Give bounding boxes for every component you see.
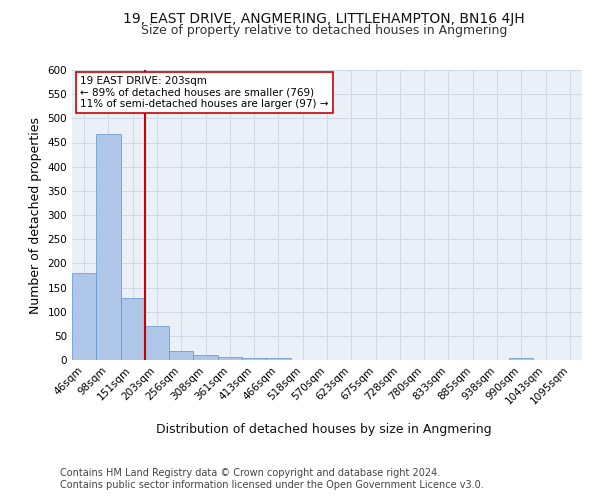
Text: 19 EAST DRIVE: 203sqm
← 89% of detached houses are smaller (769)
11% of semi-det: 19 EAST DRIVE: 203sqm ← 89% of detached … — [80, 76, 329, 109]
Text: Size of property relative to detached houses in Angmering: Size of property relative to detached ho… — [141, 24, 507, 37]
Bar — [96, 134, 121, 360]
Text: Contains HM Land Registry data © Crown copyright and database right 2024.: Contains HM Land Registry data © Crown c… — [60, 468, 440, 477]
Bar — [266, 358, 290, 360]
Y-axis label: Number of detached properties: Number of detached properties — [29, 116, 42, 314]
Bar — [169, 351, 193, 360]
Bar — [218, 356, 242, 360]
Text: Distribution of detached houses by size in Angmering: Distribution of detached houses by size … — [156, 422, 492, 436]
Bar — [509, 358, 533, 360]
Text: Contains public sector information licensed under the Open Government Licence v3: Contains public sector information licen… — [60, 480, 484, 490]
Bar — [193, 354, 218, 360]
Bar — [145, 326, 169, 360]
Bar — [72, 273, 96, 360]
Text: 19, EAST DRIVE, ANGMERING, LITTLEHAMPTON, BN16 4JH: 19, EAST DRIVE, ANGMERING, LITTLEHAMPTON… — [123, 12, 525, 26]
Bar — [242, 358, 266, 360]
Bar — [121, 298, 145, 360]
